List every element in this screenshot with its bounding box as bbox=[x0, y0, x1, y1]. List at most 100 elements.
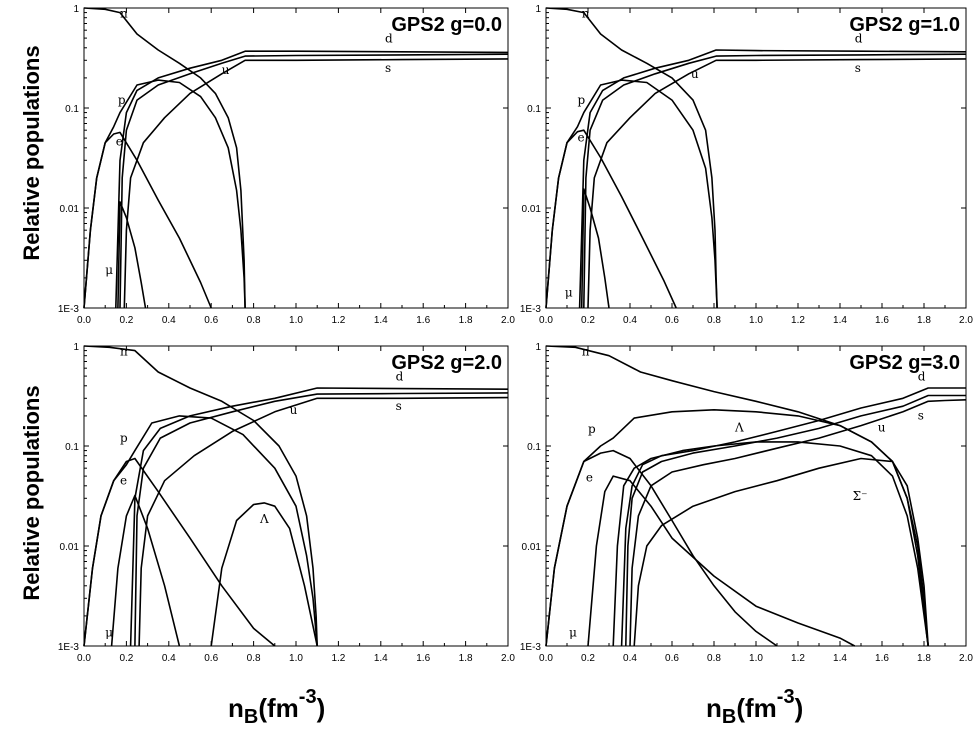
x-tick-label: 0.6 bbox=[204, 653, 218, 664]
series-line-series bbox=[587, 475, 856, 647]
x-tick-label: 0.8 bbox=[247, 315, 261, 326]
series-line-series bbox=[210, 502, 318, 647]
series-line-s bbox=[123, 58, 509, 309]
curve-label: u bbox=[691, 67, 699, 81]
x-tick-label: 0.4 bbox=[623, 653, 637, 664]
x-tick-label: 2.0 bbox=[959, 653, 973, 664]
series-line-s bbox=[587, 58, 967, 309]
y-tick-label: 0.01 bbox=[522, 542, 542, 553]
x-axis-label-sup: -3 bbox=[298, 686, 317, 708]
x-tick-label: 0.6 bbox=[204, 315, 218, 326]
series-line-series bbox=[612, 441, 929, 647]
x-axis-label-sub: B bbox=[243, 706, 259, 728]
chart-panel-2: 0.0 0.2 0.4 0.6 0.8 1.0 1.2 1.4 1.6 1.8 2.0 1E-3 0.0… bbox=[520, 4, 974, 326]
y-tick-label: 1E-3 bbox=[58, 642, 80, 653]
x-tick-label: 1.4 bbox=[374, 653, 388, 664]
x-axis-label-left: nB(fm-3) bbox=[228, 686, 325, 729]
panel-title: GPS2 g=1.0 bbox=[849, 14, 960, 36]
panel-title: GPS2 g=2.0 bbox=[391, 352, 502, 374]
x-tick-label: 0.0 bbox=[539, 315, 553, 326]
chart-panels: 0.0 0.2 0.4 0.6 0.8 1.0 1.2 1.4 1.6 1.8 2.01E-30.0… bbox=[58, 4, 974, 664]
series-line-n bbox=[83, 7, 246, 309]
series-line-e bbox=[83, 457, 276, 647]
series-line-u bbox=[134, 392, 509, 647]
x-tick-label: 1.8 bbox=[917, 653, 931, 664]
x-tick-label: 1.0 bbox=[289, 315, 303, 326]
curve-label: d bbox=[855, 32, 863, 46]
plot-frame bbox=[83, 345, 509, 647]
y-tick-label: 1E-3 bbox=[58, 304, 80, 315]
curve-label: n bbox=[582, 345, 590, 359]
curve-label: s bbox=[918, 408, 924, 422]
x-tick-label: 1.4 bbox=[833, 315, 847, 326]
curve-label: e bbox=[116, 135, 123, 149]
y-tick-label: 1 bbox=[535, 4, 541, 15]
y-tick-label: 0.1 bbox=[527, 104, 541, 115]
x-tick-label: 0.6 bbox=[665, 315, 679, 326]
series-line-s bbox=[138, 396, 509, 647]
series-line-e bbox=[545, 449, 778, 647]
x-tick-label: 1.0 bbox=[749, 653, 763, 664]
x-axis-label-sup: -3 bbox=[776, 686, 795, 708]
x-tick-label: 1.8 bbox=[459, 315, 473, 326]
curve-label: n bbox=[582, 7, 590, 21]
x-axis-label-close: ) bbox=[794, 693, 804, 723]
series-line-e bbox=[83, 131, 212, 309]
x-axis-label-rest: (fm bbox=[258, 693, 299, 723]
y-axis-label-bottom: Relative populations bbox=[19, 385, 44, 601]
series-line-s bbox=[629, 399, 967, 647]
x-tick-label: 0.4 bbox=[623, 315, 637, 326]
curve-label: p bbox=[118, 93, 126, 107]
curve-label: p bbox=[578, 93, 586, 107]
curve-label: d bbox=[396, 370, 404, 384]
chart-panel-3: 0.0 0.2 0.4 0.6 0.8 1.0 1.2 1.4 1.6 1.8 2.0 1E-3 0.0… bbox=[58, 342, 516, 664]
curve-label: Λ bbox=[734, 420, 744, 434]
series-line-u bbox=[583, 53, 967, 309]
series-line-n bbox=[83, 345, 318, 647]
x-tick-label: 1.6 bbox=[875, 653, 889, 664]
x-axis-label-rest: (fm bbox=[736, 693, 777, 723]
curve-label: μ bbox=[105, 625, 113, 639]
plot-frame bbox=[545, 7, 967, 309]
curve-label: s bbox=[385, 61, 391, 75]
x-tick-label: 1.0 bbox=[749, 315, 763, 326]
x-tick-label: 0.0 bbox=[77, 315, 91, 326]
x-tick-label: 1.2 bbox=[331, 653, 345, 664]
x-tick-label: 0.0 bbox=[539, 653, 553, 664]
x-tick-label: 0.8 bbox=[247, 653, 261, 664]
x-axis-label-close: ) bbox=[316, 693, 326, 723]
curve-label: Σ⁻ bbox=[853, 489, 868, 503]
x-tick-label: 0.6 bbox=[665, 653, 679, 664]
curve-label: d bbox=[918, 370, 926, 384]
x-axis-label-sub: B bbox=[721, 706, 737, 728]
curve-label: e bbox=[578, 131, 585, 145]
y-tick-label: 1E-3 bbox=[520, 642, 542, 653]
plot-frame bbox=[545, 345, 967, 647]
y-tick-label: 0.01 bbox=[522, 204, 542, 215]
x-tick-label: 1.4 bbox=[374, 315, 388, 326]
curve-label: u bbox=[878, 420, 886, 434]
x-tick-label: 1.6 bbox=[416, 315, 430, 326]
curve-label: e bbox=[120, 474, 127, 488]
x-tick-label: 0.0 bbox=[77, 653, 91, 664]
series-line-series bbox=[580, 188, 610, 309]
x-tick-label: 1.8 bbox=[459, 653, 473, 664]
series-line-u bbox=[119, 53, 509, 309]
series-line-series bbox=[110, 494, 181, 647]
x-tick-label: 1.6 bbox=[875, 315, 889, 326]
x-axis-label-main: n bbox=[706, 693, 722, 723]
x-tick-label: 1.0 bbox=[289, 653, 303, 664]
x-tick-label: 2.0 bbox=[501, 315, 515, 326]
x-tick-label: 0.4 bbox=[162, 653, 176, 664]
x-tick-label: 0.2 bbox=[119, 315, 133, 326]
panel-title: GPS2 g=0.0 bbox=[391, 14, 502, 36]
x-tick-label: 1.2 bbox=[331, 315, 345, 326]
chart-panel-4: 0.0 0.2 0.4 0.6 0.8 1.0 1.2 1.4 1.6 1.8 2.0 1E-3 0.0… bbox=[520, 342, 974, 664]
y-tick-label: 0.1 bbox=[65, 104, 79, 115]
series-line-d bbox=[129, 387, 509, 647]
curve-label: μ bbox=[565, 286, 573, 300]
series-line-d bbox=[578, 49, 967, 309]
plot-frame bbox=[83, 7, 509, 309]
x-tick-label: 1.8 bbox=[917, 315, 931, 326]
